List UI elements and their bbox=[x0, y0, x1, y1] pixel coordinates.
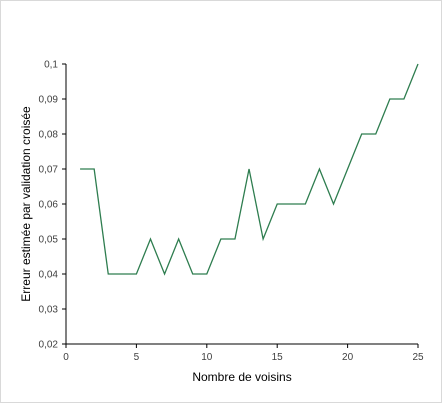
y-tick-label: 0,09 bbox=[39, 95, 59, 106]
y-tick-label: 0,08 bbox=[39, 130, 59, 141]
y-tick-label: 0,04 bbox=[39, 270, 59, 281]
y-tick-label: 0,1 bbox=[44, 60, 58, 71]
x-tick-label: 5 bbox=[134, 352, 140, 363]
series-layer bbox=[80, 63, 419, 276]
series-line bbox=[80, 63, 419, 276]
x-tick-label: 10 bbox=[201, 352, 213, 363]
x-axis-title: Nombre de voisins bbox=[192, 370, 291, 384]
x-tick-label: 15 bbox=[272, 352, 284, 363]
y-tick-label: 0,07 bbox=[39, 165, 59, 176]
y-axis-ticks: 0,02 0,03 0,04 0,05 0,06 0,07 0,08 0,09 0,1 bbox=[39, 60, 66, 351]
x-tick-label: 20 bbox=[342, 352, 354, 363]
x-axis-ticks: 0 5 10 15 20 25 bbox=[63, 344, 424, 363]
y-tick-label: 0,02 bbox=[39, 340, 59, 351]
y-tick-label: 0,03 bbox=[39, 305, 59, 316]
y-tick-label: 0,05 bbox=[39, 235, 59, 246]
x-tick-label: 25 bbox=[412, 352, 424, 363]
x-tick-label: 0 bbox=[63, 352, 69, 363]
y-axis-title: Erreur estimée par validation croisée bbox=[19, 106, 33, 302]
y-tick-label: 0,06 bbox=[39, 200, 59, 211]
